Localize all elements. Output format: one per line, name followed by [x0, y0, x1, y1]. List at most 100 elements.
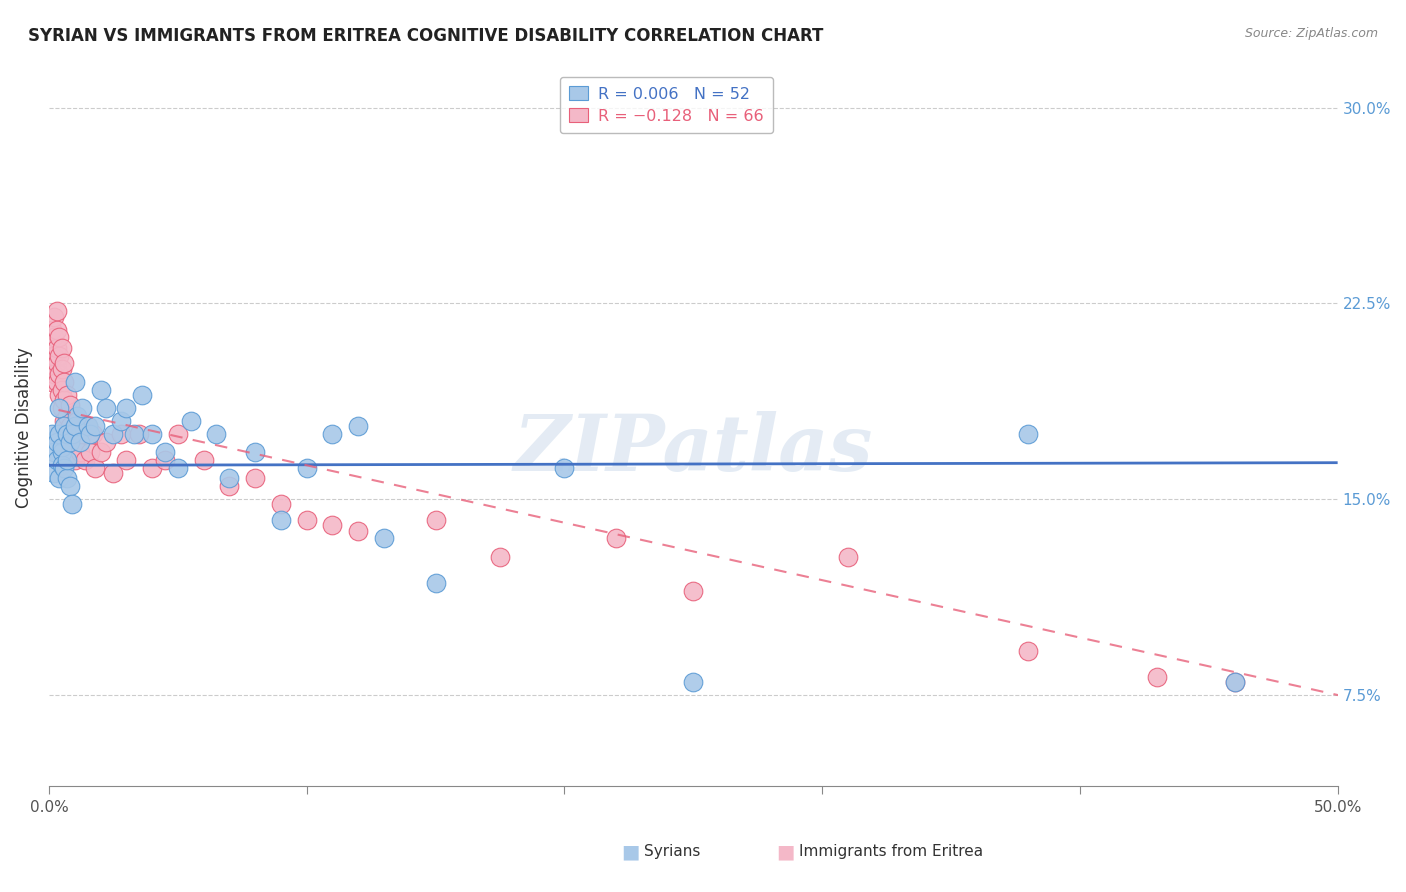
Point — [682, 675, 704, 690]
Point — [56, 388, 79, 402]
Point — [51, 445, 73, 459]
Point — [94, 401, 117, 415]
Point — [56, 471, 79, 485]
Point — [56, 453, 79, 467]
Point — [63, 375, 86, 389]
Point — [218, 471, 240, 485]
Point — [270, 498, 292, 512]
Point — [79, 427, 101, 442]
Text: Source: ZipAtlas.com: Source: ZipAtlas.com — [1244, 27, 1378, 40]
Point — [103, 427, 125, 442]
Point — [73, 453, 96, 467]
Point — [48, 471, 70, 485]
Point — [58, 479, 80, 493]
Point — [53, 356, 76, 370]
Text: ZIPatlas: ZIPatlas — [513, 410, 873, 487]
Point — [89, 383, 111, 397]
Point — [42, 330, 65, 344]
Point — [41, 349, 63, 363]
Point — [72, 401, 94, 415]
Point — [42, 466, 65, 480]
Point — [1223, 675, 1246, 690]
Point — [110, 427, 132, 442]
Point — [605, 532, 627, 546]
Point — [76, 419, 98, 434]
Point — [53, 419, 76, 434]
Point — [53, 392, 76, 407]
Point — [243, 471, 266, 485]
Point — [1146, 670, 1168, 684]
Point — [122, 427, 145, 442]
Point — [489, 549, 512, 564]
Point — [153, 453, 176, 467]
Point — [53, 461, 76, 475]
Point — [321, 518, 343, 533]
Point — [141, 427, 163, 442]
Point — [69, 445, 91, 459]
Point — [63, 419, 86, 434]
Point — [45, 375, 67, 389]
Point — [48, 330, 70, 344]
Point — [347, 524, 370, 538]
Point — [218, 479, 240, 493]
Text: Syrians: Syrians — [644, 845, 700, 859]
Point — [115, 453, 138, 467]
Point — [166, 461, 188, 475]
Point — [45, 356, 67, 370]
Point — [41, 375, 63, 389]
Point — [48, 427, 70, 442]
Point — [51, 458, 73, 473]
Point — [58, 434, 80, 449]
Point — [53, 414, 76, 428]
Point — [115, 401, 138, 415]
Text: ■: ■ — [621, 842, 640, 862]
Point — [153, 445, 176, 459]
Point — [82, 427, 104, 442]
Point — [180, 414, 202, 428]
Point — [321, 427, 343, 442]
Y-axis label: Cognitive Disability: Cognitive Disability — [15, 347, 32, 508]
Point — [110, 414, 132, 428]
Point — [41, 322, 63, 336]
Point — [42, 349, 65, 363]
Point — [373, 532, 395, 546]
Point — [295, 461, 318, 475]
Point — [89, 445, 111, 459]
Point — [295, 513, 318, 527]
Point — [425, 575, 447, 590]
Point — [63, 453, 86, 467]
Point — [837, 549, 859, 564]
Point — [141, 461, 163, 475]
Point — [103, 466, 125, 480]
Point — [553, 461, 575, 475]
Point — [45, 341, 67, 355]
Point — [1017, 643, 1039, 657]
Point — [1017, 427, 1039, 442]
Text: ■: ■ — [776, 842, 794, 862]
Point — [166, 427, 188, 442]
Point — [56, 427, 79, 442]
Point — [193, 453, 215, 467]
Point — [45, 434, 67, 449]
Point — [131, 388, 153, 402]
Point — [53, 375, 76, 389]
Point — [63, 434, 86, 449]
Point — [72, 427, 94, 442]
Legend: R = 0.006   N = 52, R = −0.128   N = 66: R = 0.006 N = 52, R = −0.128 N = 66 — [560, 77, 773, 133]
Point — [66, 409, 89, 423]
Point — [205, 427, 228, 442]
Point — [94, 434, 117, 449]
Point — [45, 322, 67, 336]
Text: SYRIAN VS IMMIGRANTS FROM ERITREA COGNITIVE DISABILITY CORRELATION CHART: SYRIAN VS IMMIGRANTS FROM ERITREA COGNIT… — [28, 27, 824, 45]
Point — [66, 414, 89, 428]
Point — [84, 419, 107, 434]
Point — [41, 427, 63, 442]
Point — [42, 367, 65, 381]
Point — [56, 427, 79, 442]
Point — [48, 349, 70, 363]
Point — [347, 419, 370, 434]
Point — [69, 434, 91, 449]
Point — [42, 445, 65, 459]
Point — [60, 445, 83, 459]
Point — [51, 341, 73, 355]
